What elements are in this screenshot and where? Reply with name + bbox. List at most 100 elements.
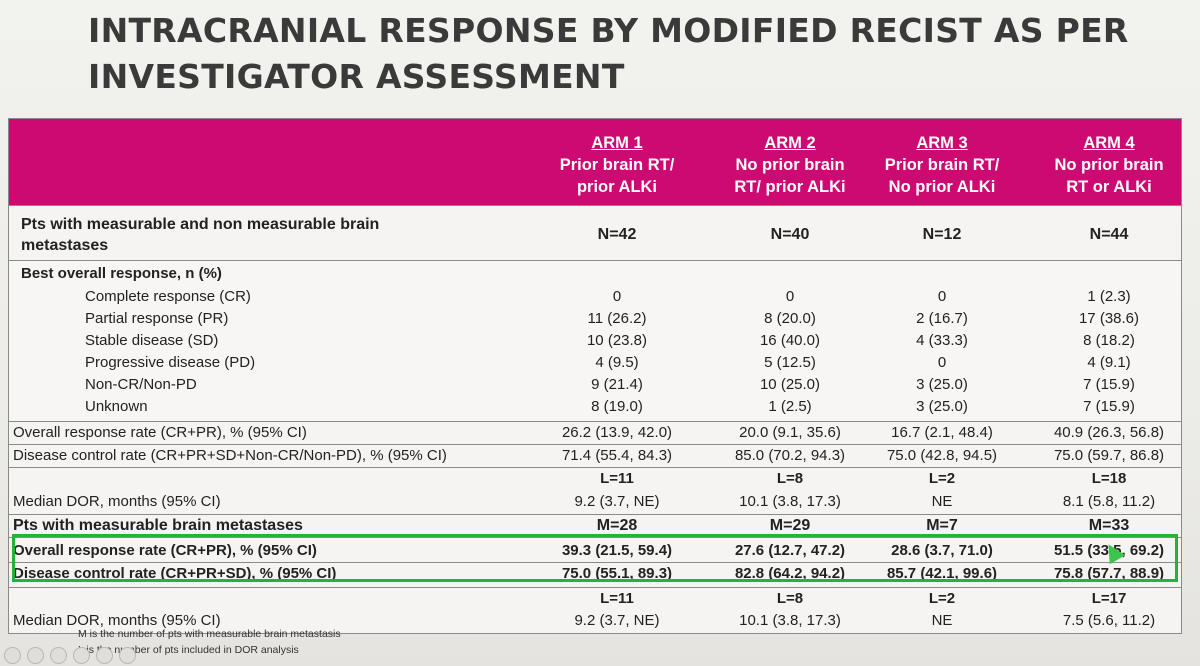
pts-meas-label: Pts with measurable brain metastases [13, 517, 303, 534]
dor-meas-l-arm-3: L=2 [928, 590, 956, 607]
arm-3-name: ARM 3 [916, 134, 968, 152]
pts-meas-arm-2: M=29 [769, 517, 811, 534]
arm-4-name: ARM 4 [1083, 134, 1135, 152]
pts-meas-arm-1: M=28 [596, 517, 638, 534]
dor-meas-l-arm-1: L=11 [600, 590, 634, 607]
pts-meas-arm-4: M=33 [1088, 517, 1130, 534]
pts-all-arm-3: N=12 [922, 226, 962, 243]
orr-meas-label: Overall response rate (CR+PR), % (95% CI… [13, 542, 317, 559]
orr-meas-arm-3: 28.6 (3.7, 71.0) [891, 542, 993, 559]
arm-1-desc-2: prior ALKi [576, 178, 658, 196]
table-row-pts-all: Pts with measurable and non measurable b… [9, 206, 1181, 261]
bor-unknown-arm-3: 3 (25.0) [916, 398, 968, 415]
dcr-all-arm-3: 75.0 (42.8, 94.5) [886, 447, 998, 464]
title-line-1: INTRACRANIAL RESPONSE BY MODIFIED RECIST… [88, 11, 1129, 50]
bor-unknown-arm-1: 8 (19.0) [591, 398, 643, 415]
dor-meas-l-arm-2: L=8 [776, 590, 804, 607]
bor-label-pr: Partial response (PR) [85, 310, 229, 327]
dor-meas-arm-2: 10.1 (3.8, 17.3) [739, 612, 841, 629]
slides-icon[interactable] [73, 647, 90, 664]
table-row-pts-meas: Pts with measurable brain metastases M=2… [9, 515, 1181, 538]
zoom-icon[interactable] [96, 647, 113, 664]
slide-title: INTRACRANIAL RESPONSE BY MODIFIED RECIST… [88, 8, 1168, 100]
bor-sd-arm-1: 10 (23.8) [586, 332, 648, 349]
dcr-meas-arm-3: 85.7 (42.1, 99.6) [886, 565, 998, 582]
pts-all-label: Pts with measurable and non measurable b… [21, 214, 379, 256]
bor-pd-arm-4: 4 (9.1) [1087, 354, 1131, 371]
dor-all-arm-1: 9.2 (3.7, NE) [574, 493, 660, 510]
more-options-icon[interactable] [119, 647, 136, 664]
table-header: ARM 1 Prior brain RT/ prior ALKi ARM 2 N… [9, 119, 1181, 206]
dor-all-l-arm-1: L=11 [600, 470, 634, 487]
arm-1-name: ARM 1 [591, 134, 643, 152]
dor-all-l-arm-4: L=18 [1091, 470, 1127, 487]
dcr-all-arm-4: 75.0 (59.7, 86.8) [1053, 447, 1165, 464]
pts-all-arm-4: N=44 [1089, 226, 1129, 243]
arm-3-desc-2: No prior ALKi [888, 178, 996, 196]
dcr-all-arm-1: 71.4 (55.4, 84.3) [561, 447, 673, 464]
table-row-dcr-all: Disease control rate (CR+PR+SD+Non-CR/No… [9, 445, 1181, 468]
bor-pr-arm-3: 2 (16.7) [916, 310, 968, 327]
bor-noncr-arm-3: 3 (25.0) [916, 376, 968, 393]
dcr-meas-label: Disease control rate (CR+PR+SD), % (95% … [13, 565, 337, 582]
dor-meas-l-arm-4: L=17 [1091, 590, 1127, 607]
bor-sd-arm-3: 4 (33.3) [916, 332, 968, 349]
arm-4-desc-1: No prior brain [1054, 156, 1164, 174]
dor-all-label: Median DOR, months (95% CI) [13, 493, 221, 510]
bor-cr-arm-1: 0 [612, 288, 622, 305]
bor-cr-arm-2: 0 [785, 288, 795, 305]
pen-icon[interactable] [50, 647, 67, 664]
arm-4-desc-2: RT or ALKi [1066, 178, 1152, 196]
arm-1-desc-1: Prior brain RT/ [559, 156, 675, 174]
bor-sd-arm-2: 16 (40.0) [759, 332, 821, 349]
dor-meas-arm-1: 9.2 (3.7, NE) [574, 612, 660, 629]
dcr-all-arm-2: 85.0 (70.2, 94.3) [734, 447, 846, 464]
orr-all-arm-3: 16.7 (2.1, 48.4) [891, 424, 993, 441]
bor-label-sd: Stable disease (SD) [85, 332, 219, 349]
bor-unknown-arm-2: 1 (2.5) [768, 398, 812, 415]
table-row-dor-all: L=11 L=8 L=2 L=18 Median DOR, months (95… [9, 468, 1181, 515]
orr-all-arm-2: 20.0 (9.1, 35.6) [739, 424, 841, 441]
table-row-orr-meas: Overall response rate (CR+PR), % (95% CI… [9, 538, 1181, 563]
table-row-bor: Best overall response, n (%) Complete re… [9, 261, 1181, 422]
orr-meas-arm-1: 39.3 (21.5, 59.4) [561, 542, 673, 559]
slideshow-toolbar [0, 642, 136, 666]
dor-meas-arm-4: 7.5 (5.6, 11.2) [1062, 612, 1156, 629]
dor-all-l-arm-3: L=2 [928, 470, 956, 487]
pts-meas-arm-3: M=7 [926, 517, 958, 534]
pts-all-label-1: Pts with measurable and non measurable b… [21, 216, 380, 233]
bor-unknown-arm-4: 7 (15.9) [1083, 398, 1135, 415]
bor-cr-arm-3: 0 [937, 288, 947, 305]
bor-noncr-arm-2: 10 (25.0) [759, 376, 821, 393]
bor-label-cr: Complete response (CR) [85, 288, 251, 305]
orr-all-label: Overall response rate (CR+PR), % (95% CI… [13, 424, 307, 441]
results-table: ARM 1 Prior brain RT/ prior ALKi ARM 2 N… [8, 118, 1182, 634]
arm-2-desc-1: No prior brain [735, 156, 845, 174]
bor-pd-arm-3: 0 [937, 354, 947, 371]
bor-pd-arm-2: 5 (12.5) [764, 354, 816, 371]
next-slide-icon[interactable] [27, 647, 44, 664]
arm-2-desc-2: RT/ prior ALKi [734, 178, 846, 196]
dcr-meas-arm-4: 75.8 (57.7, 88.9) [1053, 565, 1165, 582]
table-row-dcr-meas: Disease control rate (CR+PR+SD), % (95% … [9, 563, 1181, 588]
dor-all-arm-4: 8.1 (5.8, 11.2) [1062, 493, 1156, 510]
footnote-m: M is the number of pts with measurable b… [78, 628, 341, 640]
title-line-2: INVESTIGATOR ASSESSMENT [88, 57, 625, 96]
dor-meas-arm-3: NE [931, 612, 953, 629]
previous-slide-icon[interactable] [4, 647, 21, 664]
orr-meas-arm-4: 51.5 (33.5, 69.2) [1053, 542, 1165, 559]
arm-1-header: ARM 1 Prior brain RT/ prior ALKi [537, 132, 697, 198]
dcr-meas-arm-2: 82.8 (64.2, 94.2) [734, 565, 846, 582]
dcr-all-label: Disease control rate (CR+PR+SD+Non-CR/No… [13, 447, 447, 464]
pts-all-arm-2: N=40 [770, 226, 810, 243]
dor-meas-label: Median DOR, months (95% CI) [13, 612, 221, 629]
pts-all-arm-1: N=42 [597, 226, 637, 243]
bor-sd-arm-4: 8 (18.2) [1083, 332, 1135, 349]
arm-4-header: ARM 4 No prior brain RT or ALKi [1029, 132, 1189, 198]
arm-2-header: ARM 2 No prior brain RT/ prior ALKi [710, 132, 870, 198]
arm-3-desc-1: Prior brain RT/ [884, 156, 1000, 174]
bor-label-pd: Progressive disease (PD) [85, 354, 256, 371]
bor-label-noncr: Non-CR/Non-PD [85, 376, 197, 393]
dor-all-arm-2: 10.1 (3.8, 17.3) [739, 493, 841, 510]
bor-cr-arm-4: 1 (2.3) [1087, 288, 1131, 305]
